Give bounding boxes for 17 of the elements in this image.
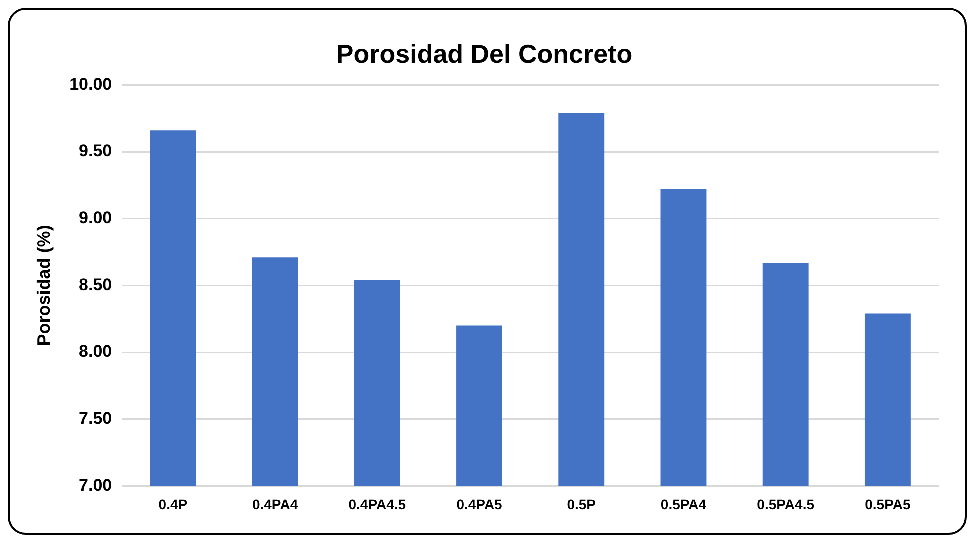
chart-title: Porosidad Del Concreto — [336, 38, 633, 69]
y-tick-label: 9.50 — [79, 142, 112, 161]
x-tick-label: 0.4PA4.5 — [348, 496, 406, 512]
x-tick-label: 0.5P — [567, 496, 596, 512]
x-tick-label: 0.5PA4 — [660, 496, 707, 512]
x-tick-label: 0.4PA4 — [252, 496, 298, 512]
y-tick-label: 8.00 — [79, 342, 112, 362]
x-tick-label: 0.5PA5 — [865, 496, 911, 512]
y-axis-title: Porosidad (%) — [34, 225, 54, 346]
x-tick-label: 0.5PA4.5 — [757, 496, 815, 512]
y-tick-label: 7.50 — [79, 409, 112, 428]
y-tick-label: 7.00 — [79, 476, 112, 495]
x-tick-label: 0.4P — [158, 496, 188, 512]
x-tick-label: 0.4PA5 — [456, 496, 503, 512]
y-tick-label: 10.00 — [70, 74, 112, 94]
y-tick-label: 9.00 — [79, 208, 112, 228]
y-tick-label: 8.50 — [79, 275, 112, 294]
